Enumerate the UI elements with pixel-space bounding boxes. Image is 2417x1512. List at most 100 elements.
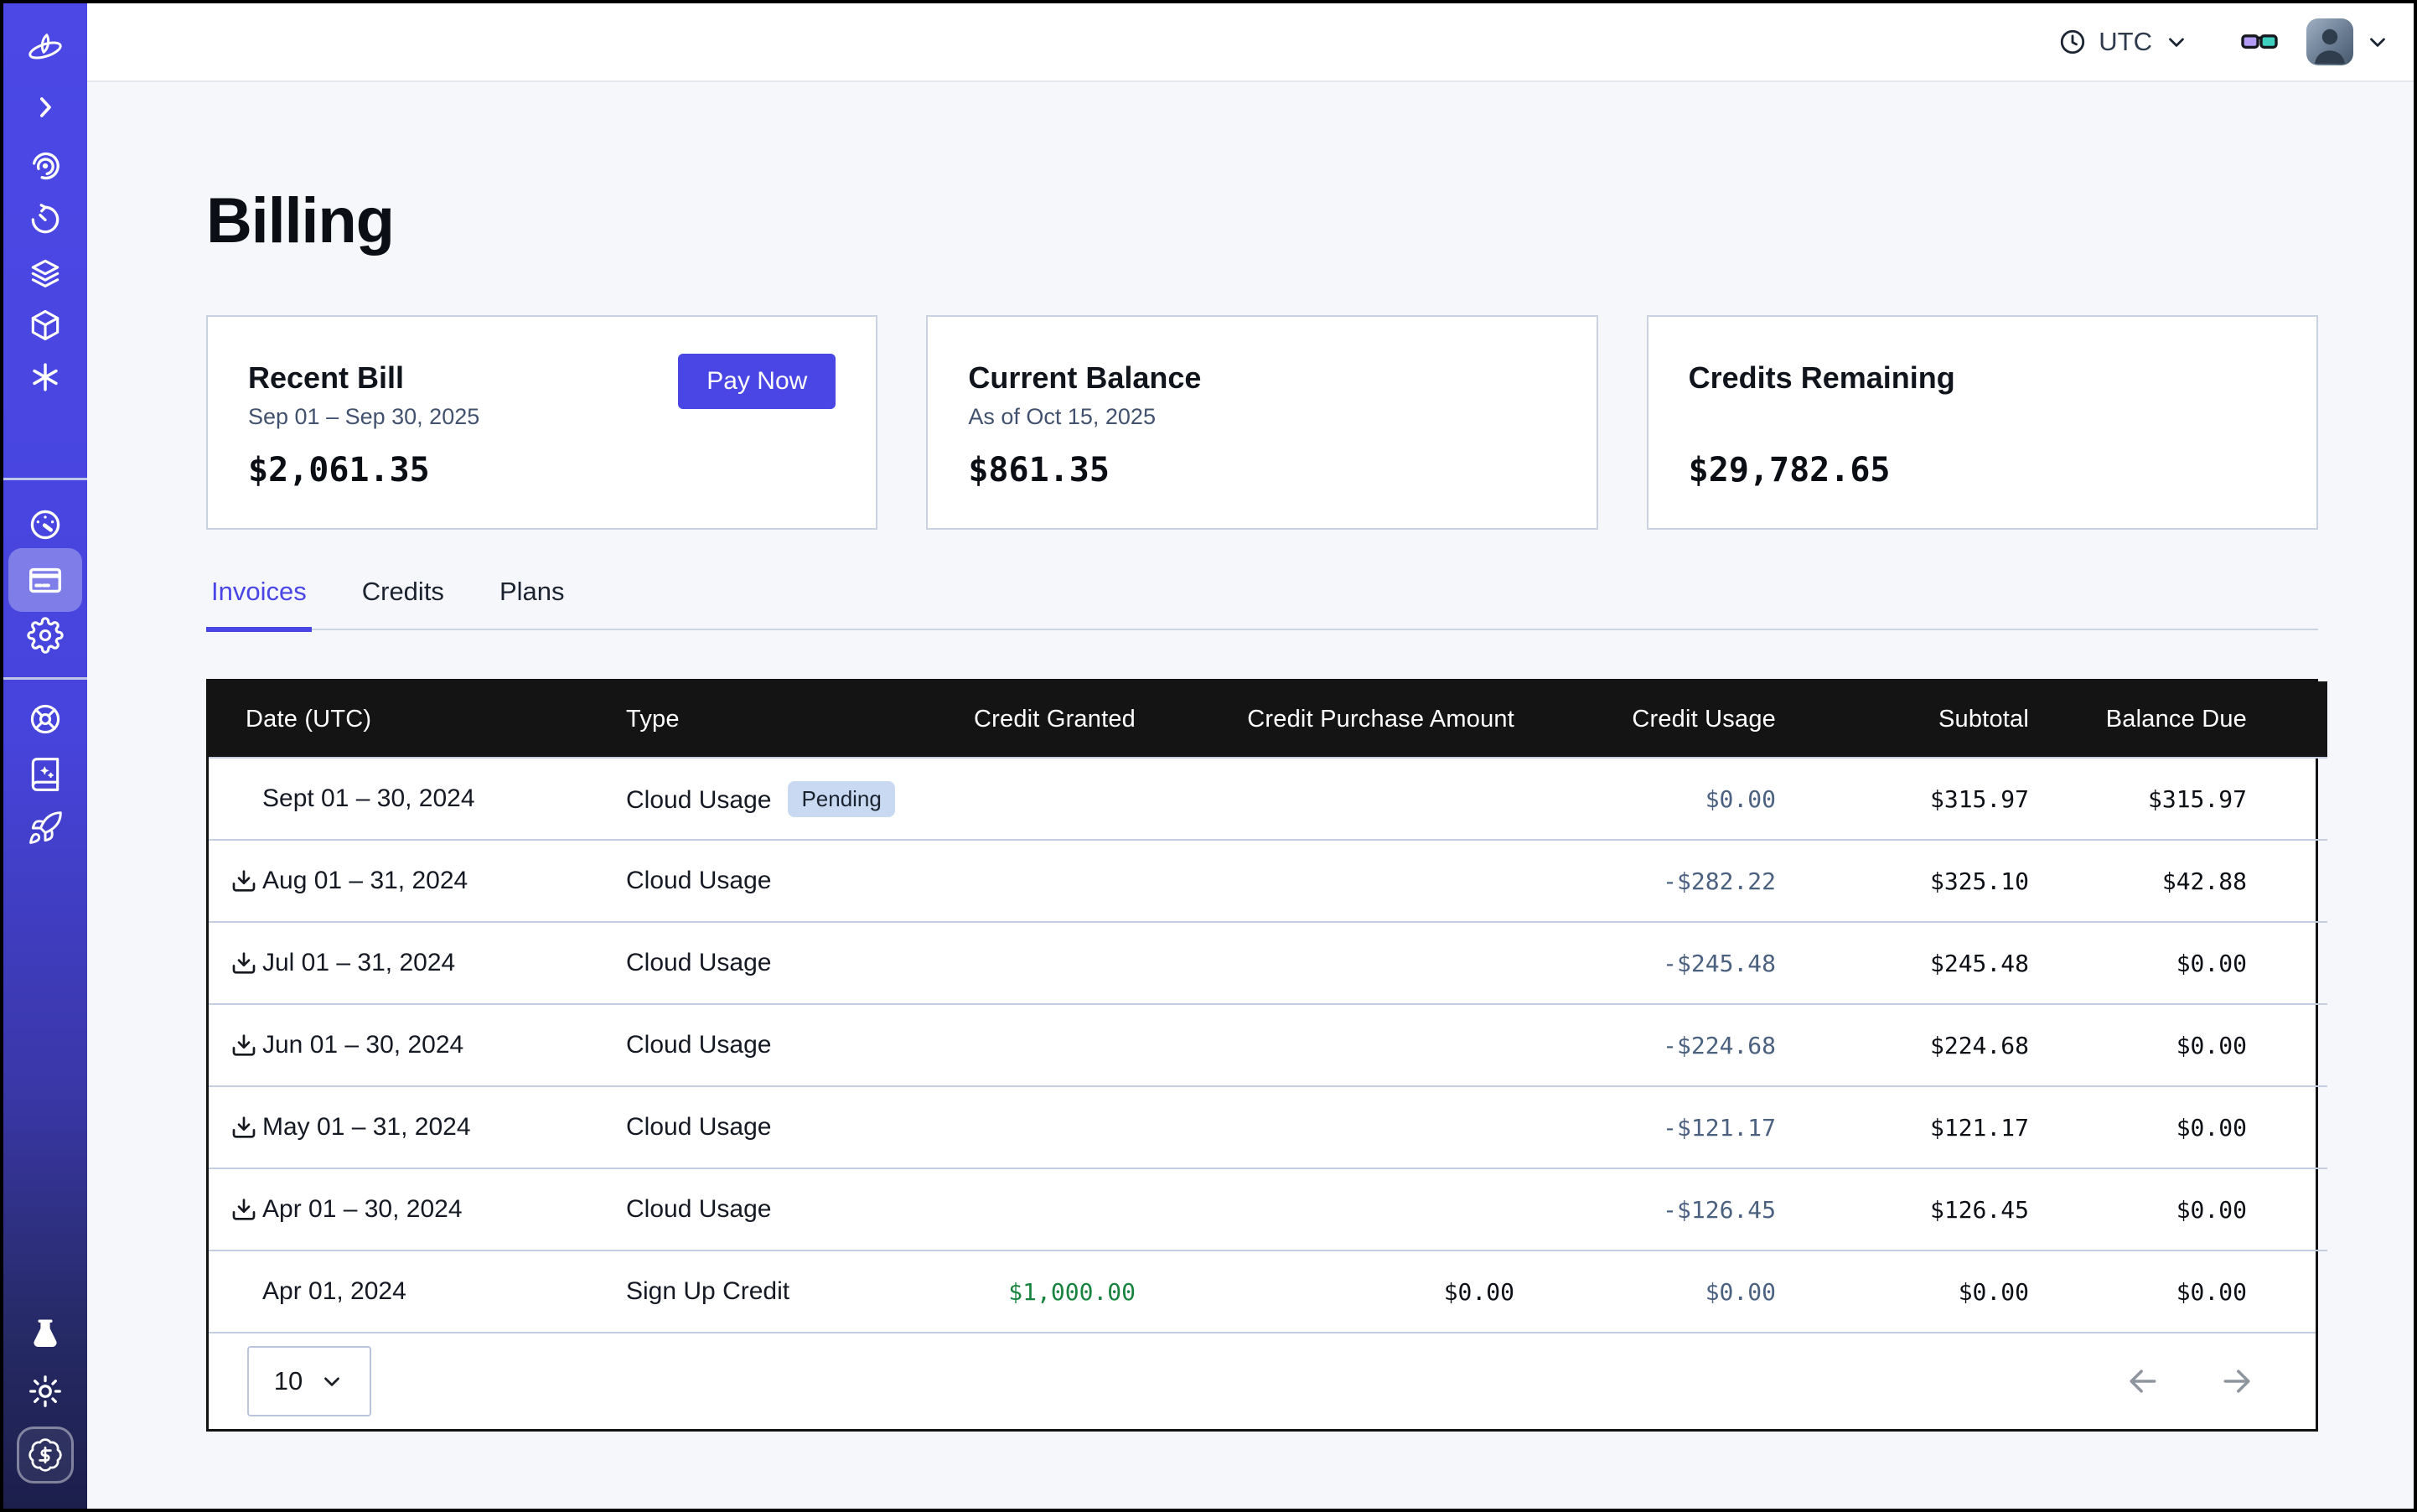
prev-page-button[interactable] xyxy=(2125,1363,2161,1400)
card-title: Recent Bill xyxy=(248,360,405,395)
timezone-label: UTC xyxy=(2099,27,2152,56)
tab-plans[interactable]: Plans xyxy=(494,577,570,629)
chevron-right-icon[interactable] xyxy=(3,79,87,136)
table-header-row: Date (UTC) Type Credit Granted Credit Pu… xyxy=(209,681,2327,758)
sidebar-active-highlight xyxy=(8,548,82,612)
timezone-selector[interactable]: UTC xyxy=(2058,27,2189,57)
sidebar xyxy=(3,3,87,1509)
credit-purchase-value xyxy=(1136,1086,1514,1168)
clock-icon xyxy=(2061,29,2085,54)
current-balance-card: Current Balance As of Oct 15, 2025 $861.… xyxy=(926,315,1598,530)
credit-purchase-value xyxy=(1136,1168,1514,1251)
balance-due-value: $0.00 xyxy=(2176,1031,2247,1059)
subtotal-value: $325.10 xyxy=(1929,867,2029,895)
chevron-down-icon xyxy=(2370,38,2385,47)
next-page-button[interactable] xyxy=(2218,1363,2255,1400)
layers-icon[interactable] xyxy=(3,245,87,302)
credits-remaining-card: Credits Remaining $29,782.65 xyxy=(1646,315,2318,530)
rocket-icon[interactable] xyxy=(3,800,87,857)
col-credit-purchase-amount: Credit Purchase Amount xyxy=(1136,681,1514,758)
subtotal-value: $121.17 xyxy=(1929,1113,2029,1142)
subtotal-value: $126.45 xyxy=(1929,1195,2029,1224)
invoice-type: Cloud Usage xyxy=(626,785,772,814)
card-amount: $29,782.65 xyxy=(1688,451,1891,489)
table-footer: 10 xyxy=(209,1332,2316,1429)
credit-granted-value: $1,000.00 xyxy=(1008,1277,1136,1306)
recent-bill-card: Recent Bill Sep 01 – Sep 30, 2025 $2,061… xyxy=(206,315,878,530)
table-row: May 01 – 31, 2024 Cloud Usage -$121.17 $… xyxy=(209,1086,2327,1168)
col-date: Date (UTC) xyxy=(209,681,626,758)
credit-granted-value xyxy=(968,758,1136,840)
radar-icon[interactable] xyxy=(3,137,87,194)
credit-usage-value: $0.00 xyxy=(1705,784,1776,813)
invoices-table: Date (UTC) Type Credit Granted Credit Pu… xyxy=(206,679,2327,1432)
avatar[interactable] xyxy=(2306,18,2353,65)
flask-icon[interactable] xyxy=(3,1306,87,1363)
account-menu-chevron[interactable] xyxy=(2365,29,2390,54)
chevron-down-icon xyxy=(324,1377,340,1386)
chevron-down-icon xyxy=(2169,38,2184,47)
col-balance-due: Balance Due xyxy=(2029,681,2327,758)
credit-usage-value: -$126.45 xyxy=(1663,1195,1776,1224)
tab-invoices[interactable]: Invoices xyxy=(206,577,312,632)
docs-book-icon[interactable] xyxy=(3,746,87,803)
credit-purchase-value xyxy=(1136,840,1514,922)
invoice-type: Cloud Usage xyxy=(626,949,772,976)
gauge-icon[interactable] xyxy=(3,496,87,553)
invoice-date: Apr 01, 2024 xyxy=(262,1277,406,1305)
billing-tabs: Invoices Credits Plans xyxy=(206,577,2318,632)
invoice-date: Apr 01 – 30, 2024 xyxy=(262,1195,463,1223)
credit-purchase-value xyxy=(1136,922,1514,1004)
subtotal-value: $245.48 xyxy=(1929,949,2029,977)
page-size-select[interactable]: 10 xyxy=(247,1346,371,1416)
invoice-date: May 01 – 31, 2024 xyxy=(262,1113,471,1141)
invoice-type: Cloud Usage xyxy=(626,1113,772,1141)
credit-granted-value xyxy=(968,922,1136,1004)
invoice-type: Cloud Usage xyxy=(626,867,772,894)
download-invoice-icon[interactable] xyxy=(230,1114,257,1141)
table-row: Aug 01 – 31, 2024 Cloud Usage -$282.22 $… xyxy=(209,840,2327,922)
credit-granted-value xyxy=(968,1086,1136,1168)
invoice-date: Aug 01 – 31, 2024 xyxy=(262,867,468,894)
credit-usage-value: -$121.17 xyxy=(1663,1113,1776,1142)
col-subtotal: Subtotal xyxy=(1776,681,2029,758)
topbar: UTC xyxy=(87,3,2414,82)
goggles-button[interactable] xyxy=(2239,22,2280,62)
package-icon[interactable] xyxy=(3,297,87,354)
credit-granted-value xyxy=(968,1168,1136,1251)
history-icon[interactable] xyxy=(3,191,87,248)
balance-due-value: $0.00 xyxy=(2176,1113,2247,1142)
helm-icon[interactable] xyxy=(3,691,87,748)
sidebar-divider xyxy=(3,478,87,480)
download-invoice-icon[interactable] xyxy=(230,950,257,976)
tab-credits[interactable]: Credits xyxy=(357,577,449,629)
credit-granted-value xyxy=(968,1004,1136,1086)
card-amount: $861.35 xyxy=(968,451,1110,489)
subtotal-value: $315.97 xyxy=(1929,784,2029,813)
asterisk-icon[interactable] xyxy=(3,349,87,406)
credit-usage-value: -$224.68 xyxy=(1663,1031,1776,1059)
download-invoice-icon[interactable] xyxy=(230,867,257,894)
download-invoice-icon[interactable] xyxy=(230,1196,257,1223)
subtotal-value: $224.68 xyxy=(1929,1031,2029,1059)
sun-icon[interactable] xyxy=(3,1363,87,1420)
settings-gear-icon[interactable] xyxy=(3,607,87,664)
credit-purchase-value xyxy=(1136,1004,1514,1086)
download-invoice-icon[interactable] xyxy=(230,1032,257,1059)
pay-now-button[interactable]: Pay Now xyxy=(678,354,836,409)
credit-usage-value: $0.00 xyxy=(1705,1277,1776,1306)
orbit-logo-icon[interactable] xyxy=(3,22,87,79)
invoice-type: Cloud Usage xyxy=(626,1031,772,1059)
invoice-date: Sept 01 – 30, 2024 xyxy=(262,784,475,812)
card-title: Current Balance xyxy=(968,360,1202,395)
balance-due-value: $0.00 xyxy=(2176,1277,2247,1306)
card-subtitle: Sep 01 – Sep 30, 2025 xyxy=(248,404,480,429)
card-title: Credits Remaining xyxy=(1688,360,1955,395)
dollar-badge-button[interactable] xyxy=(17,1427,74,1484)
credit-purchase-value xyxy=(1136,758,1514,840)
page-size-value: 10 xyxy=(273,1366,303,1395)
invoice-type: Cloud Usage xyxy=(626,1195,772,1223)
goggles-icon xyxy=(2241,34,2278,49)
billing-card-icon[interactable] xyxy=(3,551,87,608)
